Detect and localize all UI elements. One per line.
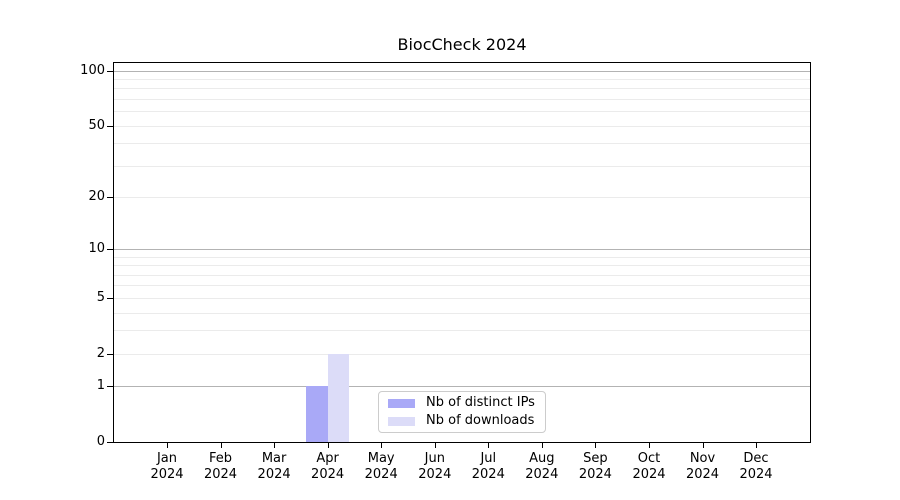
x-tick-mark bbox=[220, 443, 222, 448]
x-tick-mark bbox=[649, 443, 650, 448]
x-tick-label: Oct 2024 bbox=[632, 451, 666, 482]
x-tick-label: Dec 2024 bbox=[739, 451, 773, 482]
x-tick-mark bbox=[381, 443, 383, 448]
y-tick-label: 5 bbox=[96, 289, 105, 305]
minor-gridline bbox=[114, 165, 810, 167]
x-tick-mark bbox=[541, 443, 543, 448]
legend-item-downloads: Nb of downloads bbox=[379, 413, 545, 429]
x-tick-mark bbox=[702, 443, 704, 448]
major-gridline bbox=[114, 70, 810, 72]
bar-downloads bbox=[327, 353, 350, 442]
x-tick-mark bbox=[488, 443, 490, 448]
x-tick-label: Apr 2024 bbox=[311, 451, 345, 482]
y-tick-label: 50 bbox=[88, 117, 105, 133]
major-gridline bbox=[114, 249, 810, 250]
x-tick-mark bbox=[756, 443, 757, 448]
y-tick-mark bbox=[107, 125, 113, 127]
y-tick-label: 2 bbox=[96, 345, 105, 361]
y-tick-mark bbox=[107, 353, 113, 355]
x-tick-label: Mar 2024 bbox=[257, 451, 291, 482]
minor-gridline bbox=[114, 265, 810, 267]
legend-swatch-distinct-ips bbox=[388, 398, 415, 408]
y-tick-label: 0 bbox=[96, 434, 105, 449]
legend-label-distinct-ips: Nb of distinct IPs bbox=[426, 395, 535, 410]
y-tick-mark bbox=[107, 442, 113, 443]
minor-gridline bbox=[114, 125, 810, 127]
x-tick-mark bbox=[595, 443, 597, 448]
x-tick-label: May 2024 bbox=[364, 451, 398, 482]
minor-gridline bbox=[114, 256, 810, 258]
plot-area: Nb of distinct IPs Nb of downloads 0 1 2 5 1… bbox=[80, 62, 811, 482]
y-tick-mark bbox=[107, 297, 113, 299]
legend: Nb of distinct IPs Nb of downloads bbox=[378, 391, 546, 433]
major-gridline bbox=[114, 386, 810, 388]
y-tick-mark bbox=[107, 249, 113, 250]
y-tick-mark bbox=[107, 386, 113, 388]
x-tick-mark bbox=[327, 443, 329, 448]
x-tick-label: Jun 2024 bbox=[418, 451, 452, 482]
minor-gridline bbox=[114, 143, 810, 145]
minor-gridline bbox=[114, 99, 810, 100]
x-tick-mark bbox=[434, 443, 436, 448]
y-tick-label: 100 bbox=[80, 62, 105, 78]
y-tick-label: 20 bbox=[88, 189, 105, 204]
x-tick-label: Jan 2024 bbox=[150, 451, 184, 482]
y-tick-label: 10 bbox=[88, 241, 105, 256]
minor-gridline bbox=[114, 111, 810, 113]
x-tick-mark bbox=[167, 443, 168, 448]
x-tick-label: Feb 2024 bbox=[203, 451, 238, 482]
y-tick-label: 1 bbox=[96, 378, 105, 394]
legend-item-distinct-ips: Nb of distinct IPs bbox=[379, 395, 545, 411]
minor-gridline bbox=[114, 197, 810, 198]
x-tick-label: Sep 2024 bbox=[578, 451, 612, 482]
minor-gridline bbox=[114, 297, 810, 299]
y-tick-mark bbox=[107, 197, 113, 198]
minor-gridline bbox=[114, 88, 810, 90]
x-tick-label: Aug 2024 bbox=[525, 451, 559, 482]
bar-distinct-ips bbox=[306, 386, 328, 442]
x-tick-mark bbox=[274, 443, 276, 448]
minor-gridline bbox=[114, 79, 810, 80]
chart-title: BiocCheck 2024 bbox=[397, 35, 527, 54]
minor-gridline bbox=[114, 330, 810, 332]
x-tick-label: Nov 2024 bbox=[685, 451, 720, 482]
legend-label-downloads: Nb of downloads bbox=[426, 413, 535, 428]
minor-gridline bbox=[114, 353, 810, 355]
minor-gridline bbox=[114, 312, 810, 314]
legend-swatch-downloads bbox=[388, 416, 415, 426]
minor-gridline bbox=[114, 285, 810, 287]
minor-gridline bbox=[114, 274, 810, 276]
y-tick-mark bbox=[107, 70, 113, 72]
x-tick-label: Jul 2024 bbox=[471, 451, 505, 482]
